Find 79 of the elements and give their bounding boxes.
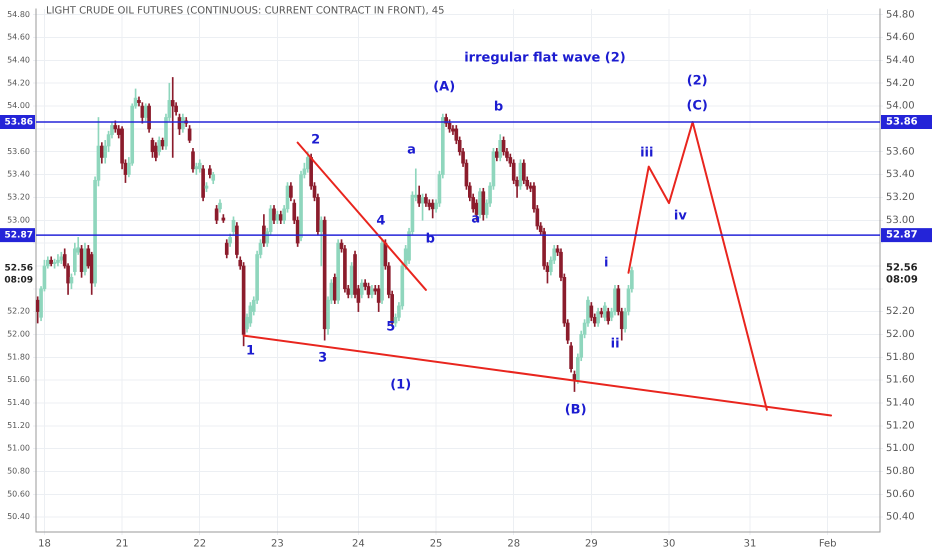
y2-tick-label: 54.00 [886,100,915,112]
y-tick-label: 52.20 [7,306,30,316]
y2-tick-label: 54.60 [886,32,915,44]
y2-tick-label: 54.40 [886,54,915,66]
annotation: iv [674,208,688,224]
annotation: a [407,142,416,158]
annotation: i [604,255,608,270]
x-tick-label: 29 [584,538,598,550]
y2-tick-label: 53.40 [886,169,915,180]
annotation: b [426,231,435,246]
y2-tick-label: 51.00 [886,443,915,454]
y2-tick-label: 54.80 [886,9,915,20]
x-tick-label: 24 [352,538,365,550]
text: 52.87 [886,230,918,241]
ref-line-label: 53.86 [4,117,33,128]
y2-tick-label: 52.20 [886,306,915,318]
y2-tick-label: 54.20 [886,78,915,89]
x-tick-label: 22 [193,538,206,550]
annotation: (B) [564,402,587,418]
y2-tick-label: 52.00 [886,329,915,340]
y-tick-label: 53.60 [7,146,30,156]
text: 52.56 [4,263,33,274]
annotation: 2 [311,132,320,148]
text: 08:09 [4,275,33,286]
x-tick-label: 21 [116,538,128,550]
candlestick [56,254,60,266]
y-tick-label: 51.60 [7,375,30,384]
annotation: a [471,211,480,226]
y-tick-label: 54.40 [7,55,30,64]
annotation: (1) [390,377,412,392]
y-tick-label: 51.80 [7,352,30,362]
ref-line-label: 52.87 [4,230,33,240]
y2-tick-label: 50.80 [886,466,915,478]
y-tick-label: 54.80 [7,10,30,19]
x-tick-label: 23 [271,538,284,550]
y-tick-label: 50.40 [7,512,30,522]
text: 08:09 [886,274,918,286]
y-tick-label: 51.20 [7,420,30,430]
annotation: ii [610,336,620,352]
chart-title: LIGHT CRUDE OIL FUTURES (CONTINUOUS: CURRENT CONTRACT IN FRONT), 45 [46,6,445,17]
x-tick-label: 28 [507,538,520,550]
annotation: b [494,99,504,114]
y2-tick-label: 50.40 [886,512,915,523]
text: 52.56 [886,262,918,274]
y2-tick-label: 50.60 [886,488,915,500]
y-tick-label: 54.20 [7,78,30,88]
annotation: 5 [386,319,396,334]
y2-tick-label: 53.00 [886,214,915,226]
y-tick-label: 53.00 [7,215,30,224]
x-tick-label: Feb [818,538,837,550]
y-tick-label: 50.60 [7,489,30,498]
y2-tick-label: 53.60 [886,146,915,158]
y-tick-label: 54.60 [7,32,30,42]
annotation: 1 [246,343,255,358]
y2-tick-label: 53.20 [886,192,915,204]
annotation: iii [640,145,654,160]
candlestick [420,194,424,221]
text: 53.86 [886,116,918,128]
x-tick-label: 31 [744,538,756,550]
y2-tick-label: 51.20 [886,420,915,432]
annotation: 3 [318,350,328,366]
annotation: irregular flat wave (2) [464,50,626,66]
annotation: (C) [686,98,708,114]
annotation: 4 [376,213,386,228]
x-tick-label: 30 [662,538,676,550]
y-tick-label: 53.20 [7,192,30,202]
y2-tick-label: 51.80 [886,352,915,363]
x-tick-label: 25 [430,538,442,550]
x-tick-label: 18 [38,538,51,550]
annotation: (2) [686,73,708,88]
y-tick-label: 52.00 [7,330,30,339]
y-tick-label: 53.40 [7,170,30,179]
y2-tick-label: 51.40 [886,398,915,409]
y-tick-label: 50.80 [7,466,30,476]
y-tick-label: 54.00 [7,101,30,110]
y-tick-label: 51.00 [7,444,30,453]
y-tick-label: 51.40 [7,398,30,408]
annotation: (A) [433,79,456,94]
y2-tick-label: 51.60 [886,374,915,386]
